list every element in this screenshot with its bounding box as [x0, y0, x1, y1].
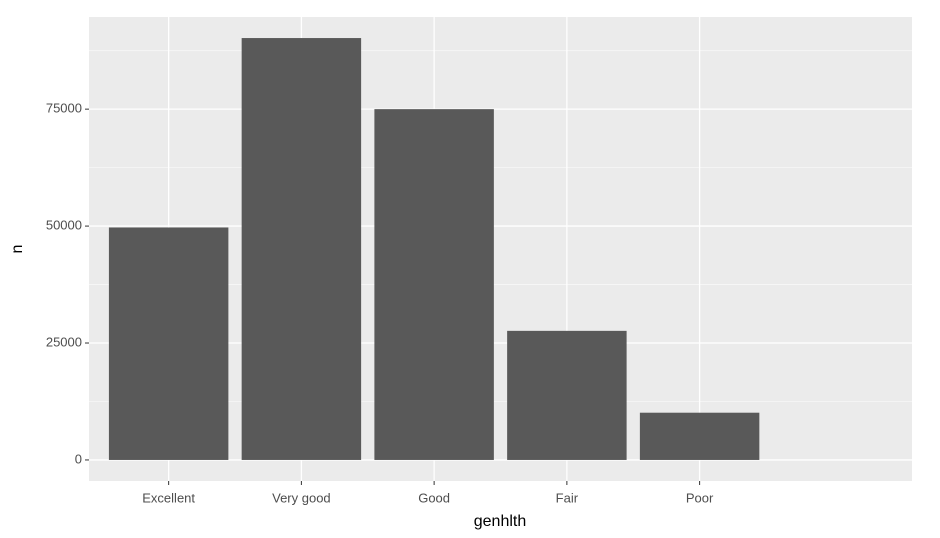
y-tick-label: 50000 [46, 218, 82, 233]
x-tick-label: Excellent [142, 490, 195, 505]
bar [507, 330, 627, 460]
y-tick-label: 75000 [46, 101, 82, 116]
bar [108, 227, 229, 460]
x-tick-label: Fair [556, 490, 579, 505]
bar [374, 109, 494, 460]
bar [639, 412, 760, 460]
y-tick-label: 25000 [46, 334, 82, 349]
x-axis-title: genhlth [474, 513, 527, 530]
x-tick-label: Poor [686, 490, 714, 505]
y-axis-title: n [9, 245, 26, 254]
x-tick-label: Good [418, 490, 450, 505]
bars [108, 38, 760, 460]
x-tick-label: Very good [272, 490, 331, 505]
y-tick-label: 0 [75, 451, 82, 466]
bar [241, 38, 362, 460]
